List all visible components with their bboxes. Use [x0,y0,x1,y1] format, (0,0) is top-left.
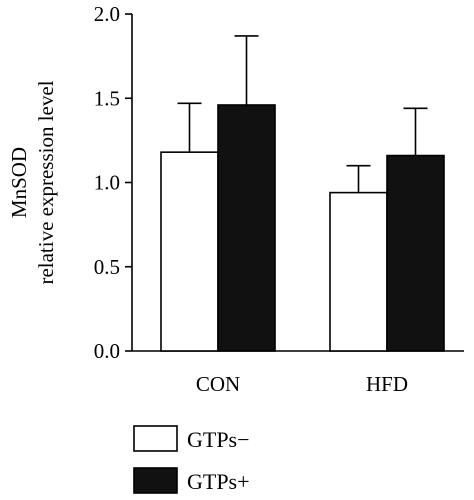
bars [160,35,445,352]
y-tick-labels: 0.0 0.5 1.0 1.5 2.0 [94,2,120,363]
legend-label-series-2: GTPs+ [187,469,250,494]
x-tick-labels: CON HFD [196,372,408,396]
x-tick-label: HFD [366,372,408,396]
y-tick-label: 1.0 [94,171,120,195]
y-tick-label: 1.5 [94,86,120,110]
legend-label-series-1: GTPs− [187,427,250,452]
y-axis-title-line-2: relative expression level [34,80,58,284]
legend-swatch-series-1 [133,425,178,452]
bar-con-series-2 [217,104,276,352]
y-axis-title: MnSOD relative expression level [7,80,58,284]
y-tick-label: 2.0 [94,2,120,26]
y-tick-label: 0.0 [94,339,120,363]
y-tick-label: 0.5 [94,255,120,279]
legend-swatch-series-2 [133,467,178,494]
y-axis-title-line-1: MnSOD [7,147,31,218]
bar-hfd-series-1 [329,191,388,352]
legend: GTPs− GTPs+ [133,425,250,494]
bar-hfd-series-2 [386,154,445,352]
x-tick-label: CON [196,372,240,396]
bar-con-series-1 [160,151,219,352]
